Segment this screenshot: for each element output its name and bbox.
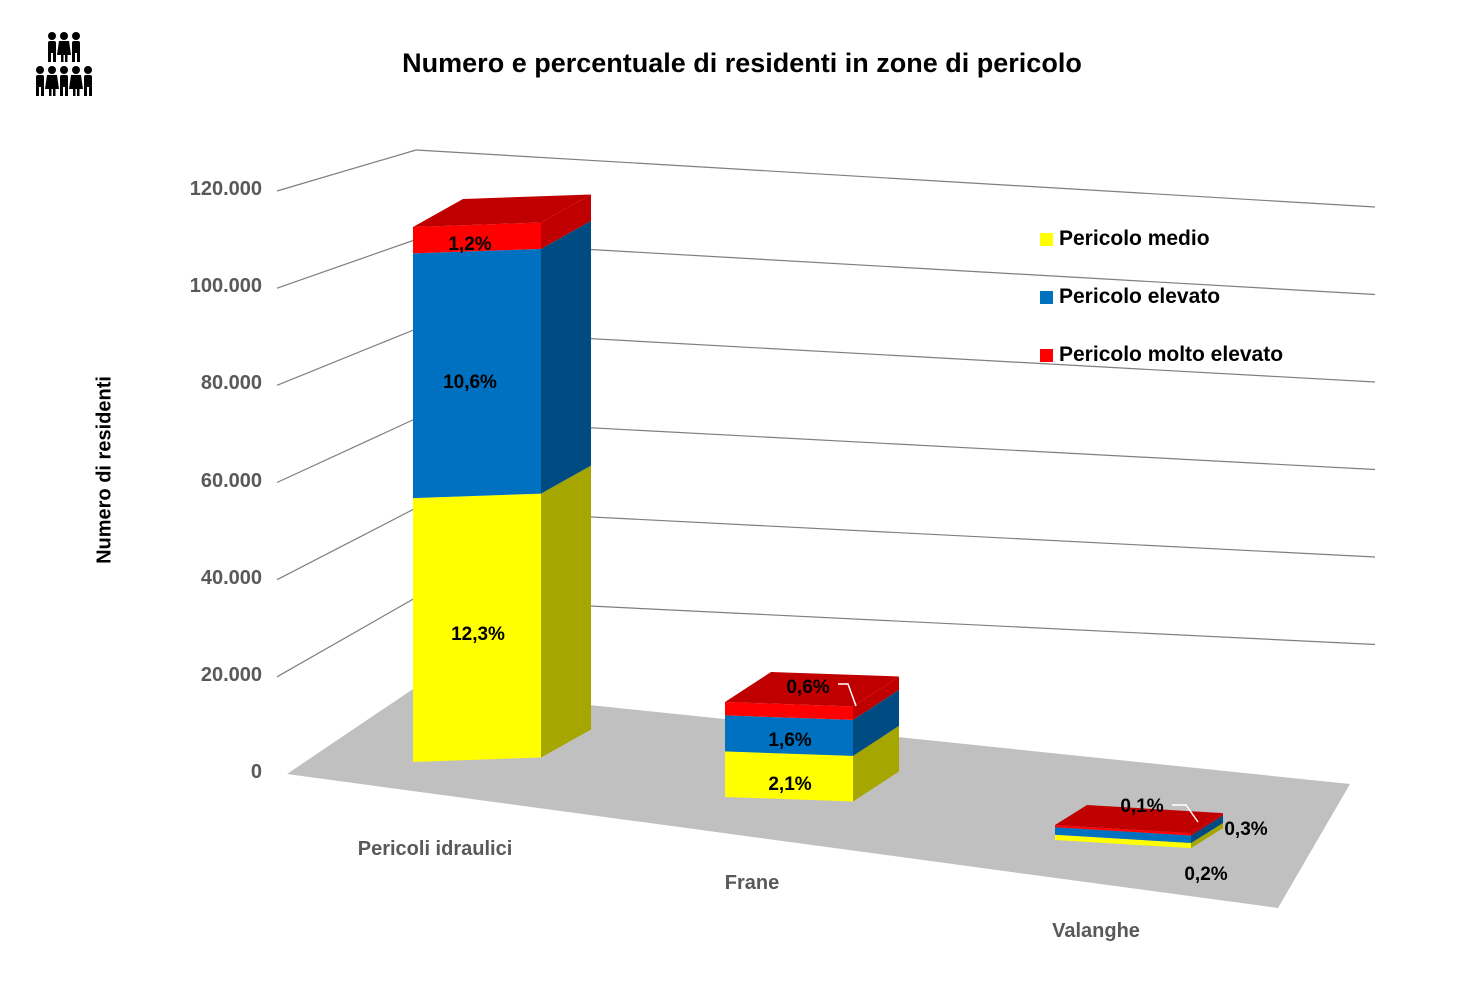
gridline-side	[276, 507, 417, 581]
legend-label: Pericolo medio	[1059, 227, 1210, 250]
bar-segment-side	[853, 689, 899, 756]
data-label: 1,2%	[448, 234, 491, 255]
bar-segment-side	[541, 220, 591, 494]
bar-segment-front	[1055, 827, 1191, 843]
bar-segment-front	[413, 222, 541, 254]
y-axis-title: Numero di residenti	[93, 376, 116, 564]
data-label: 12,3%	[451, 624, 505, 645]
gridline-side	[276, 238, 417, 289]
bar-top	[1055, 805, 1223, 834]
bar-top	[413, 194, 591, 227]
legend-item-elevato: Pericolo elevato	[1040, 268, 1283, 326]
y-tick-label: 20.000	[200, 663, 262, 686]
legend-item-molto-elevato: Pericolo molto elevato	[1040, 326, 1283, 384]
legend-label: Pericolo molto elevato	[1059, 343, 1284, 366]
data-label: 1,6%	[768, 730, 811, 751]
x-category-label: Valanghe	[1052, 920, 1140, 942]
gridline-side	[276, 596, 417, 678]
legend-label: Pericolo elevato	[1059, 285, 1221, 308]
y-tick-label: 0	[250, 761, 262, 783]
bar-segment-side	[1191, 813, 1223, 836]
people-group-icon	[36, 32, 92, 96]
data-label: 0,2%	[1184, 864, 1227, 885]
data-label: 0,1%	[1120, 796, 1163, 817]
bar-segment-front	[725, 702, 853, 720]
legend-swatch	[1040, 348, 1053, 362]
x-category-label: Pericoli idraulici	[357, 838, 513, 860]
data-label: 2,1%	[768, 774, 811, 795]
chart-title: Numero e percentuale di residenti in zon…	[402, 48, 1082, 78]
y-tick-label: 40.000	[200, 566, 262, 589]
bar-segment-side	[1191, 822, 1223, 849]
leader-line	[1172, 804, 1199, 823]
data-label: 0,3%	[1224, 819, 1267, 840]
bars	[413, 194, 1223, 849]
x-category-label: Frane	[724, 872, 780, 894]
bar-segment-front	[725, 751, 853, 802]
gridline-side	[276, 149, 417, 192]
legend-swatch	[1040, 232, 1053, 246]
y-tick-label: 100.000	[189, 275, 262, 298]
legend-swatch	[1040, 290, 1053, 304]
legend-item-medio: Pericolo medio	[1040, 210, 1283, 268]
bar-segment-side	[853, 676, 899, 720]
y-tick-label: 60.000	[200, 469, 262, 492]
leader-line	[838, 683, 857, 707]
bar-segment-front	[1055, 825, 1191, 836]
bar-segment-front	[413, 248, 541, 499]
gridline-side	[276, 328, 417, 386]
legend: Pericolo medio Pericolo elevato Pericolo…	[1040, 210, 1283, 384]
gridline-side	[276, 417, 417, 484]
bar-segment-side	[1191, 815, 1223, 843]
bar-segment-side	[853, 725, 899, 802]
gridline-back	[415, 149, 1376, 208]
bar-top	[725, 672, 899, 707]
bar-segment-front	[725, 715, 853, 756]
bar-segment-front	[413, 493, 541, 762]
bar-segment-front	[1055, 834, 1191, 849]
bar-segment-side	[541, 194, 591, 249]
y-tick-label: 120.000	[189, 178, 262, 200]
data-label: 10,6%	[443, 372, 497, 393]
bar-segment-side	[541, 465, 591, 758]
y-tick-label: 80.000	[200, 372, 262, 395]
data-label: 0,6%	[786, 677, 829, 698]
data-labels: 12,3% 10,6% 1,2% 2,1% 1,6% 0,6% 0,2% 0,3% 0,1%	[443, 234, 1268, 885]
